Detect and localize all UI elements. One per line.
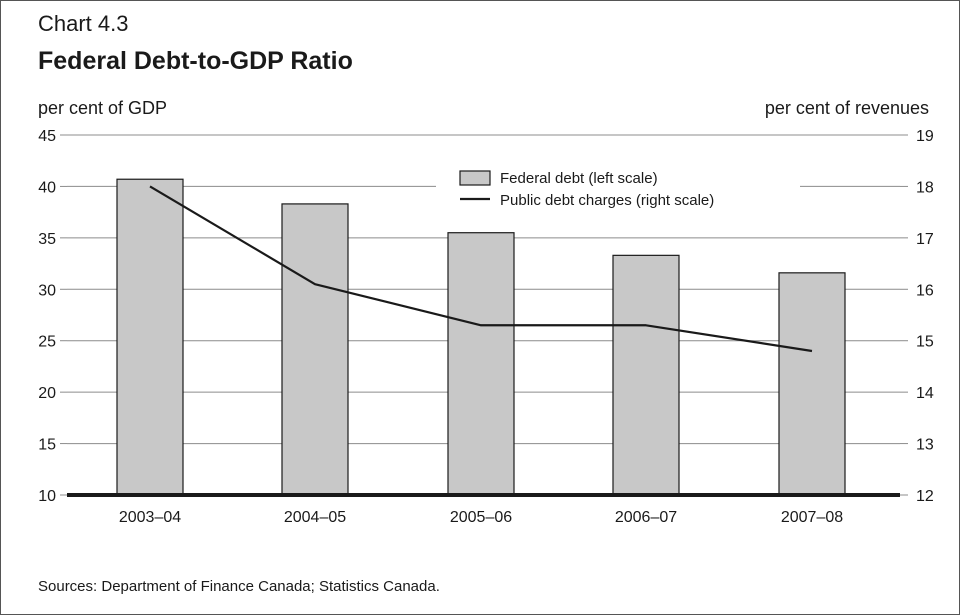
x-tick-label: 2006–07	[615, 509, 677, 526]
bar	[281, 203, 349, 496]
left-tick-label: 45	[38, 128, 56, 145]
bar	[447, 232, 515, 496]
x-tick-label: 2003–04	[119, 509, 181, 526]
right-tick-label: 13	[916, 437, 934, 454]
right-tick-label: 15	[916, 334, 934, 351]
series-line-public-debt-charges	[149, 185, 813, 353]
chart-number: Chart 4.3	[38, 11, 129, 36]
left-tick-label: 40	[38, 179, 56, 196]
left-tick-label: 25	[38, 334, 56, 351]
legend-swatch-bar	[459, 170, 491, 186]
x-tick-label: 2007–08	[781, 509, 843, 526]
legend-label-public-debt-charges: Public debt charges (right scale)	[500, 192, 714, 209]
right-tick-label: 17	[916, 231, 934, 248]
left-tick-label: 20	[38, 385, 56, 402]
right-tick-label: 12	[916, 488, 934, 505]
left-tick-label: 35	[38, 231, 56, 248]
left-tick-label: 15	[38, 437, 56, 454]
x-tick-label: 2005–06	[450, 509, 512, 526]
chart-title: Federal Debt-to-GDP Ratio	[38, 47, 353, 75]
left-axis-unit: per cent of GDP	[38, 98, 168, 118]
bar	[778, 272, 846, 496]
right-tick-label: 19	[916, 128, 934, 145]
source-note: Sources: Department of Finance Canada; S…	[38, 578, 440, 595]
bar	[612, 254, 680, 496]
left-tick-label: 10	[38, 488, 56, 505]
left-tick-label: 30	[38, 282, 56, 299]
right-tick-label: 18	[916, 179, 934, 196]
x-tick-label: 2004–05	[284, 509, 346, 526]
legend-background	[436, 158, 800, 216]
right-axis-unit: per cent of revenues	[764, 98, 929, 118]
bar	[116, 178, 184, 496]
legend-label-federal-debt: Federal debt (left scale)	[500, 170, 658, 187]
right-tick-label: 16	[916, 282, 934, 299]
right-tick-label: 14	[916, 385, 934, 402]
